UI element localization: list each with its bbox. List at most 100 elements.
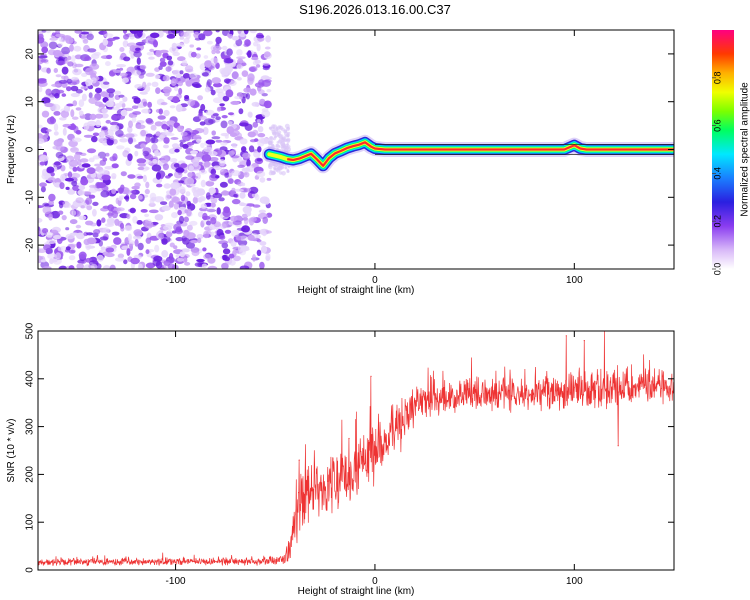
noise-blob [115,129,124,137]
noise-blob [96,254,104,262]
noise-blob [95,119,101,128]
noise-blob [136,57,141,65]
noise-blob [200,203,207,209]
noise-speck [269,136,273,140]
noise-blob [210,168,217,175]
noise-blob [141,108,151,114]
noise-blob [220,120,228,129]
noise-blob [100,190,110,198]
y-tick-label: -10 [25,190,36,205]
noise-blob [205,139,216,145]
noise-blob [51,83,61,87]
noise-blob [87,120,97,127]
noise-blob [201,263,207,269]
noise-blob [133,51,142,58]
noise-blob [179,70,184,75]
noise-blob [80,31,90,35]
noise-blob [86,33,94,41]
noise-blob [58,265,68,269]
noise-blob [252,60,259,66]
noise-blob [48,200,54,206]
noise-blob [140,143,146,149]
noise-blob [180,194,186,202]
noise-blob [44,231,54,237]
noise-blob [155,50,162,58]
noise-blob [110,124,120,132]
noise-blob [70,85,79,92]
noise-blob [61,75,66,79]
noise-blob [177,186,186,194]
noise-blob [265,35,271,43]
noise-blob [67,125,77,130]
noise-blob [233,255,241,262]
noise-blob [48,193,56,202]
noise-blob [67,61,74,67]
noise-blob [194,262,204,267]
noise-blob [190,240,199,244]
noise-blob [122,30,128,34]
noise-blob [159,57,166,63]
noise-blob [191,186,197,193]
noise-blob [218,240,229,245]
noise-blob [94,163,102,167]
noise-blob [184,177,195,186]
noise-blob [169,158,178,163]
noise-blob [189,183,196,187]
noise-blob [41,46,49,54]
noise-blob [74,54,83,60]
noise-blob [65,37,74,44]
noise-blob [224,172,229,178]
snr-frame [37,330,675,571]
noise-blob [38,33,44,40]
noise-blob [186,141,195,146]
noise-blob [79,158,89,163]
noise-blob [123,259,128,265]
noise-speck [277,166,283,171]
noise-blob [162,75,170,82]
figure-title: S196.2026.013.16.00.C37 [299,2,451,17]
noise-blob [226,48,233,56]
noise-blob [84,56,92,61]
noise-blob [206,40,213,45]
colorbar-gradient [712,30,734,269]
noise-blob [225,89,234,98]
noise-blob [186,200,192,207]
noise-blob [249,30,257,34]
noise-blob [90,263,98,269]
noise-blob [119,138,128,143]
noise-blob [257,146,262,153]
noise-blob [187,99,196,107]
noise-blob [231,35,240,41]
noise-blob [259,98,266,105]
noise-blob [88,187,98,193]
noise-blob [42,228,49,234]
noise-blob [231,229,240,238]
noise-blob [148,209,159,214]
noise-blob [219,234,226,240]
noise-blob [137,195,143,200]
noise-blob [184,209,189,214]
noise-blob [137,166,145,171]
noise-blob [231,170,241,177]
noise-blob [103,81,110,85]
noise-blob [149,48,155,53]
noise-blob [211,49,216,55]
noise-blob [132,70,142,76]
noise-blob [264,46,271,50]
noise-blob [144,188,150,195]
noise-blob [56,60,66,65]
noise-blob [55,33,66,38]
noise-blob [197,197,203,203]
noise-blob [217,91,226,99]
noise-blob [59,182,65,190]
noise-blob [170,137,179,140]
noise-blob [248,217,255,226]
noise-blob [236,56,246,60]
noise-blob [216,106,222,112]
noise-blob [124,196,129,200]
noise-blob [162,163,169,171]
noise-blob [155,172,162,180]
noise-blob [154,244,160,253]
noise-blob [266,177,272,181]
noise-blob [109,121,120,126]
